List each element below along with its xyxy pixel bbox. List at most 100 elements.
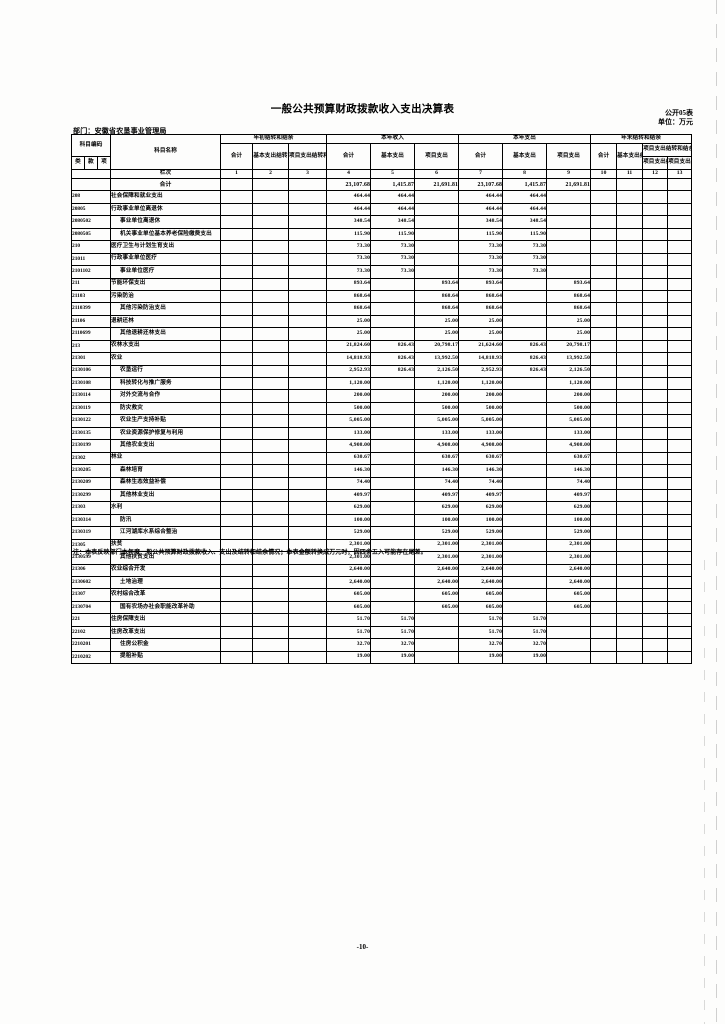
cell-subject-name: 其他农业支出 — [110, 439, 222, 453]
cell-value-col-12 — [642, 625, 669, 640]
header-opening-basic: 基本支出结转 — [252, 143, 290, 170]
cell-value-col-11 — [616, 339, 644, 354]
cell-value-col-9: 529.00 — [546, 526, 592, 540]
cell-subject-code: 2101102 — [70, 265, 112, 279]
cell-value-col-5 — [370, 314, 416, 329]
cell-value-col-12 — [642, 289, 669, 304]
cell-value-col-1 — [220, 650, 254, 665]
cell-value-col-6: 200.00 — [414, 389, 460, 403]
header-code-group: 科目编码 — [70, 134, 112, 157]
cell-value-col-6: 529.00 — [414, 526, 460, 540]
cell-value-col-12 — [642, 476, 669, 490]
header-group-current-expense: 本年支出 — [458, 134, 592, 144]
cell-value-col-8 — [502, 588, 548, 602]
page-edge-artifact-secondary — [704, 560, 705, 1024]
cell-subject-name: 对外交流与合作 — [110, 389, 222, 403]
cell-value-col-5: 826.43 — [370, 339, 416, 354]
cell-value-col-13 — [667, 364, 693, 379]
cell-value-col-7: 146.30 — [458, 464, 504, 478]
cell-subject-name: 行政事业单位离退休 — [110, 202, 222, 217]
cell-value-col-11 — [616, 513, 644, 528]
cell-value-col-5 — [370, 588, 416, 602]
cell-value-col-12 — [642, 563, 669, 578]
cell-value-col-12 — [642, 464, 669, 478]
header-name-col: 科目名称 — [110, 134, 222, 170]
page-edge-artifact — [716, 0, 717, 1024]
cell-value-col-7: 4,908.00 — [458, 439, 504, 453]
cell-value-col-10 — [590, 277, 618, 291]
cell-value-col-6 — [414, 215, 460, 229]
cell-value-col-3 — [288, 538, 328, 553]
cell-value-col-1 — [220, 613, 254, 627]
cell-value-col-2 — [252, 426, 290, 441]
cell-value-col-9: 25.00 — [546, 314, 592, 329]
cell-subject-code: 2130299 — [70, 488, 112, 503]
cell-value-col-7: 529.00 — [458, 526, 504, 540]
cell-value-col-4: 893.64 — [326, 277, 372, 291]
cell-value-col-3 — [288, 588, 328, 602]
cell-value-col-7: 32.70 — [458, 638, 504, 652]
cell-value-col-5: 348.54 — [370, 215, 416, 229]
cell-value-col-13 — [667, 488, 693, 503]
cell-subject-name: 社会保障和就业支出 — [110, 190, 222, 204]
cell-value-col-9: 630.67 — [546, 451, 592, 466]
cell-value-col-2 — [252, 314, 290, 329]
cell-value-col-8: 826.43 — [502, 352, 548, 366]
cell-value-col-12 — [642, 538, 669, 553]
cell-value-col-7: 51.70 — [458, 625, 504, 640]
cell-value-col-13 — [667, 265, 693, 279]
header-income-total: 合计 — [326, 143, 372, 170]
cell-subject-code: 2210202 — [70, 650, 112, 665]
cell-subject-name: 水利 — [110, 501, 222, 515]
cell-value-col-2 — [252, 190, 290, 204]
cell-value-col-3 — [288, 227, 328, 242]
cell-value-col-7: 2,952.93 — [458, 364, 504, 379]
cell-subject-name: 林业 — [110, 451, 222, 466]
cell-value-col-7: 409.97 — [458, 488, 504, 503]
cell-value-col-2 — [252, 240, 290, 254]
cell-value-col-8: 826.43 — [502, 364, 548, 379]
cell-value-col-2 — [252, 327, 290, 341]
cell-value-col-6 — [414, 613, 460, 627]
cell-subject-name: 农垦运行 — [110, 364, 222, 379]
cell-value-col-6: 13,992.50 — [414, 352, 460, 366]
col-num-5: 5 — [370, 169, 416, 179]
cell-value-col-9 — [546, 265, 592, 279]
cell-subject-code: 21307 — [70, 588, 112, 602]
cell-value-col-4: 100.00 — [326, 513, 372, 528]
table-header: 科目编码 科目名称 年初结转和结余 本年收入 本年支出 年末结转和结余 合计 基… — [70, 134, 693, 179]
cell-value-col-10 — [590, 414, 618, 428]
cell-value-col-9 — [546, 227, 592, 242]
cell-value-col-2 — [252, 575, 290, 590]
header-closing-project-carryover: 项目支出结转 — [642, 156, 669, 170]
table-row: 208 社会保障和就业支出 464.44 464.44 464.44 464.44 — [70, 190, 693, 204]
cell-value-col-1 — [220, 240, 254, 254]
cell-value-col-1 — [220, 202, 254, 217]
cell-value-col-2 — [252, 563, 290, 578]
cell-value-col-8: 51.70 — [502, 613, 548, 627]
table-row: 2210202 提租补贴 19.00 19.00 19.00 19.00 — [70, 650, 693, 665]
cell-value-col-10 — [590, 339, 618, 354]
cell-value-col-10 — [590, 327, 618, 341]
cell-subject-code: 211 — [70, 277, 112, 291]
cell-value-col-4: 1,120.00 — [326, 376, 372, 391]
cell-value-col-9 — [546, 215, 592, 229]
cell-value-col-12 — [642, 277, 669, 291]
cell-value-col-9: 2,126.50 — [546, 364, 592, 379]
cell-value-col-5: 826.43 — [370, 364, 416, 379]
cell-value-col-3 — [288, 575, 328, 590]
cell-value-col-11 — [616, 439, 644, 453]
cell-value-col-11 — [616, 401, 644, 416]
cell-value-col-6: 5,005.00 — [414, 414, 460, 428]
cell-value-col-5: 115.90 — [370, 227, 416, 242]
cell-value-col-13 — [667, 401, 693, 416]
cell-value-col-9: 893.64 — [546, 277, 592, 291]
table-row: 21303 水利 629.00 629.00 629.00 629.00 — [70, 501, 693, 515]
cell-value-col-12 — [642, 513, 669, 528]
cell-value-col-13 — [667, 240, 693, 254]
cell-value-col-3 — [288, 240, 328, 254]
cell-value-col-4: 73.30 — [326, 240, 372, 254]
cell-value-col-4: 25.00 — [326, 327, 372, 341]
cell-value-col-4: 5,005.00 — [326, 414, 372, 428]
cell-value-col-10 — [590, 389, 618, 403]
